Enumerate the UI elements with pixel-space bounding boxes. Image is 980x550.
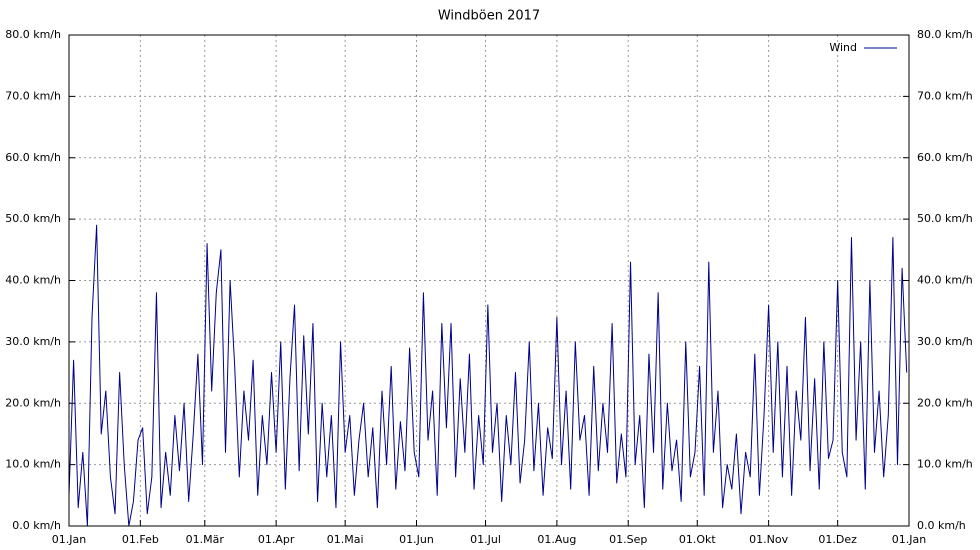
x-tick-label: 01.Mai (327, 533, 364, 546)
x-tick-label: 01.Jun (399, 533, 434, 546)
y-tick-label: 40.0 km/h (5, 274, 61, 287)
y2-tick-label: 30.0 km/h (917, 335, 973, 348)
x-tick-label: 01.Apr (258, 533, 295, 546)
y2-tick-label: 10.0 km/h (917, 458, 973, 471)
x-tick-label: 01.Okt (679, 533, 717, 546)
plot-frame (68, 34, 910, 527)
y-tick-label: 20.0 km/h (5, 396, 61, 409)
chart-title: Windböen 2017 (438, 9, 540, 24)
x-tick-label: 01.Jan (52, 533, 86, 546)
y-tick-label: 0.0 km/h (12, 519, 61, 532)
x-tick-label: 01.Sep (609, 533, 647, 546)
x-tick-label: 01.Jan (892, 533, 926, 546)
series-line (68, 224, 908, 527)
x-tick-label: 01.Jul (470, 533, 501, 546)
y-tick-label: 30.0 km/h (5, 335, 61, 348)
y-tick-label: 80.0 km/h (5, 28, 61, 41)
y2-tick-label: 50.0 km/h (917, 212, 973, 225)
x-tick-label: 01.Feb (122, 533, 159, 546)
y2-tick-label: 40.0 km/h (917, 274, 973, 287)
y-tick-label: 10.0 km/h (5, 458, 61, 471)
y-tick-label: 50.0 km/h (5, 212, 61, 225)
x-tick-label: 01.Nov (749, 533, 788, 546)
y2-tick-label: 70.0 km/h (917, 89, 973, 102)
x-tick-label: 01.Mär (186, 533, 225, 546)
x-tick-label: 01.Aug (537, 533, 576, 546)
legend-label: Wind (829, 41, 857, 54)
y-tick-label: 70.0 km/h (5, 89, 61, 102)
x-tick-label: 01.Dez (818, 533, 857, 546)
y-tick-label: 60.0 km/h (5, 151, 61, 164)
y2-tick-label: 60.0 km/h (917, 151, 973, 164)
y2-tick-label: 20.0 km/h (917, 396, 973, 409)
y2-tick-label: 80.0 km/h (917, 28, 973, 41)
y2-tick-label: 0.0 km/h (917, 519, 966, 532)
